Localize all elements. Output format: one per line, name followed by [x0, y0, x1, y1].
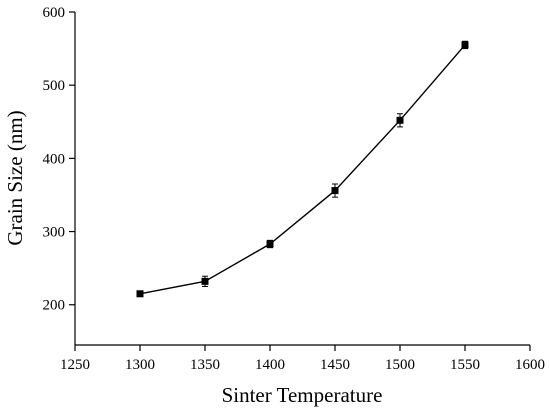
x-tick-label: 1450: [320, 357, 350, 373]
x-tick-label: 1300: [125, 357, 155, 373]
series-layer: [136, 40, 469, 298]
series-line: [139, 44, 466, 295]
y-axis-ticks: 200 300 400 500 600: [43, 5, 75, 314]
x-axis-label: Sinter Temperature: [222, 383, 383, 407]
y-tick-label: 200: [43, 298, 66, 314]
data-point-marker: [396, 116, 404, 124]
x-tick-label: 1400: [255, 357, 285, 373]
x-tick-label: 1500: [385, 357, 415, 373]
x-axis-ticks: 1250 1300 1350 1400 1450 1500 1550 1600: [60, 345, 545, 373]
data-point-marker: [266, 240, 274, 248]
plot-area: 1250 1300 1350 1400 1450 1500 1550 1600 200 300 4…: [43, 5, 546, 373]
x-tick-label: 1550: [450, 357, 480, 373]
data-point-marker: [136, 290, 144, 298]
data-point-marker: [201, 277, 209, 285]
y-tick-label: 300: [43, 225, 66, 241]
y-tick-label: 500: [43, 78, 66, 94]
y-tick-label: 600: [43, 5, 66, 21]
data-point-marker: [331, 187, 339, 195]
x-tick-label: 1600: [515, 357, 545, 373]
y-axis-label: Grain Size (nm): [3, 110, 27, 245]
x-tick-label: 1350: [190, 357, 220, 373]
x-tick-label: 1250: [60, 357, 90, 373]
y-tick-label: 400: [43, 151, 66, 167]
data-point-marker: [461, 41, 469, 49]
